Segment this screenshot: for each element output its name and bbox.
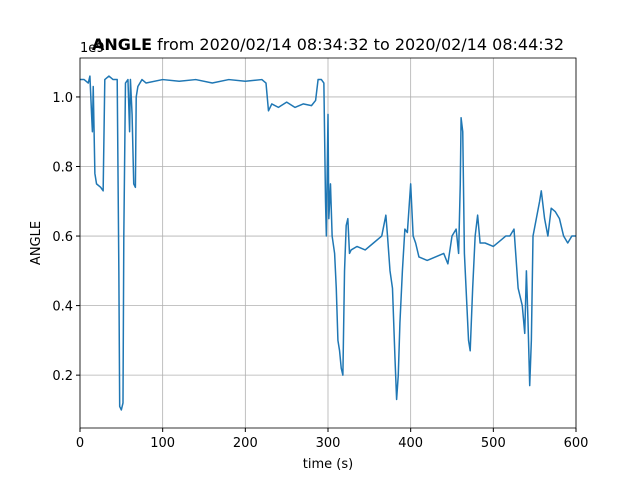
data-line	[80, 75, 576, 411]
y-axis-label: ANGLE	[29, 221, 44, 265]
y-tick-label: 0.6	[52, 230, 73, 245]
x-tick-label: 500	[481, 436, 506, 451]
y-tick-label: 0.4	[52, 300, 73, 315]
x-tick-label: 300	[316, 436, 341, 451]
title-bold: ANGLE	[92, 35, 152, 54]
y-tick-label: 0.2	[52, 369, 73, 384]
x-tick-label: 200	[233, 436, 258, 451]
x-tick-label: 600	[564, 436, 589, 451]
x-axis-label: time (s)	[303, 457, 353, 472]
plot-frame	[79, 57, 577, 429]
x-tick-label: 400	[398, 436, 423, 451]
y-tick-label: 1.0	[52, 91, 73, 106]
y-tick-label: 0.8	[52, 160, 73, 175]
x-tick-label: 100	[150, 436, 175, 451]
x-tick-label: 0	[76, 436, 84, 451]
y-offset-label: 1e9	[80, 41, 105, 56]
title-text: from 2020/02/14 08:34:32 to 2020/02/14 0…	[157, 35, 564, 54]
chart-title: ANGLE from 2020/02/14 08:34:32 to 2020/0…	[92, 35, 564, 54]
